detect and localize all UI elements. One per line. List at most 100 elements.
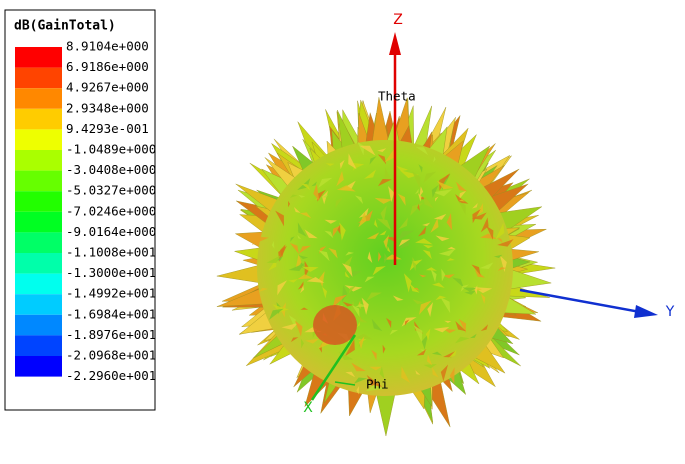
facet <box>359 145 376 156</box>
facet <box>369 156 377 165</box>
facet <box>311 181 317 187</box>
legend-swatch <box>15 232 62 253</box>
facet <box>472 203 478 209</box>
facet <box>410 202 424 217</box>
facet <box>364 169 377 179</box>
facet <box>297 194 306 198</box>
facet <box>403 273 412 293</box>
facet <box>455 194 469 204</box>
facet <box>251 236 269 245</box>
facet <box>361 297 369 315</box>
facet <box>422 244 434 249</box>
legend-swatch <box>15 273 62 295</box>
facet <box>318 250 330 262</box>
facet <box>458 200 466 215</box>
facet <box>415 147 429 156</box>
facet <box>397 193 406 206</box>
facet <box>289 194 298 198</box>
facet <box>349 270 363 279</box>
legend-swatch <box>15 356 62 377</box>
facet <box>357 321 360 328</box>
facet <box>358 211 367 228</box>
facet <box>398 239 411 247</box>
facet <box>443 328 457 334</box>
facet <box>493 254 503 258</box>
legend-label: -2.0968e+001 <box>66 348 156 363</box>
facet <box>356 385 360 395</box>
facet <box>295 320 303 337</box>
facet <box>379 230 387 236</box>
facet <box>399 170 419 179</box>
legend-swatch <box>15 108 62 130</box>
facet <box>299 212 312 219</box>
facet <box>344 338 355 357</box>
facet <box>342 263 353 278</box>
phi-label: Phi <box>366 377 389 392</box>
facet <box>357 141 365 156</box>
facet <box>384 146 397 163</box>
facet <box>415 238 433 245</box>
facet <box>398 236 411 249</box>
y-axis <box>519 288 641 314</box>
facet <box>412 171 421 189</box>
legend-swatch <box>15 314 62 336</box>
facet <box>474 285 478 295</box>
facet <box>369 366 382 371</box>
facet <box>438 248 456 256</box>
facet <box>324 230 334 239</box>
facet <box>383 254 402 260</box>
facet <box>430 217 439 233</box>
facet <box>418 164 423 173</box>
facet <box>341 285 348 303</box>
y-arrow <box>634 305 658 318</box>
facet <box>271 240 275 249</box>
facet <box>336 170 344 187</box>
facet <box>397 230 415 241</box>
facet <box>342 301 354 307</box>
facet <box>324 219 337 224</box>
facet <box>419 349 428 352</box>
facet <box>412 299 424 305</box>
facet <box>374 197 393 204</box>
facet <box>435 235 450 242</box>
facet <box>480 217 489 233</box>
legend-swatch <box>15 170 62 192</box>
facet <box>322 286 328 299</box>
facet <box>415 370 421 376</box>
facet <box>458 190 467 200</box>
facet <box>427 302 434 317</box>
facet <box>448 349 457 358</box>
radiation-pattern <box>216 97 556 437</box>
facet <box>382 344 386 354</box>
facet <box>449 367 455 384</box>
facet <box>358 207 369 218</box>
facet <box>431 351 443 356</box>
facet <box>297 222 307 237</box>
facet <box>480 324 489 332</box>
facet <box>339 159 345 170</box>
facet <box>290 337 299 343</box>
legend-label: -1.6984e+001 <box>66 306 156 321</box>
facet <box>497 238 503 244</box>
facet <box>304 229 318 239</box>
facet <box>377 251 382 263</box>
facet <box>335 197 343 209</box>
x-axis <box>310 334 357 401</box>
facet <box>355 333 373 340</box>
facet <box>377 154 387 165</box>
facet <box>447 246 456 250</box>
legend-swatch <box>15 150 62 171</box>
legend-swatch <box>15 88 62 109</box>
facet <box>364 276 375 283</box>
facet <box>432 367 439 378</box>
facet <box>418 193 422 202</box>
facet <box>300 284 305 294</box>
legend-title: dB(GainTotal) <box>14 19 116 34</box>
facet <box>432 282 445 288</box>
facet <box>413 287 420 291</box>
facet <box>431 184 439 198</box>
facet <box>389 329 399 336</box>
facet <box>388 185 395 203</box>
facet <box>469 333 477 339</box>
facet <box>495 222 505 240</box>
